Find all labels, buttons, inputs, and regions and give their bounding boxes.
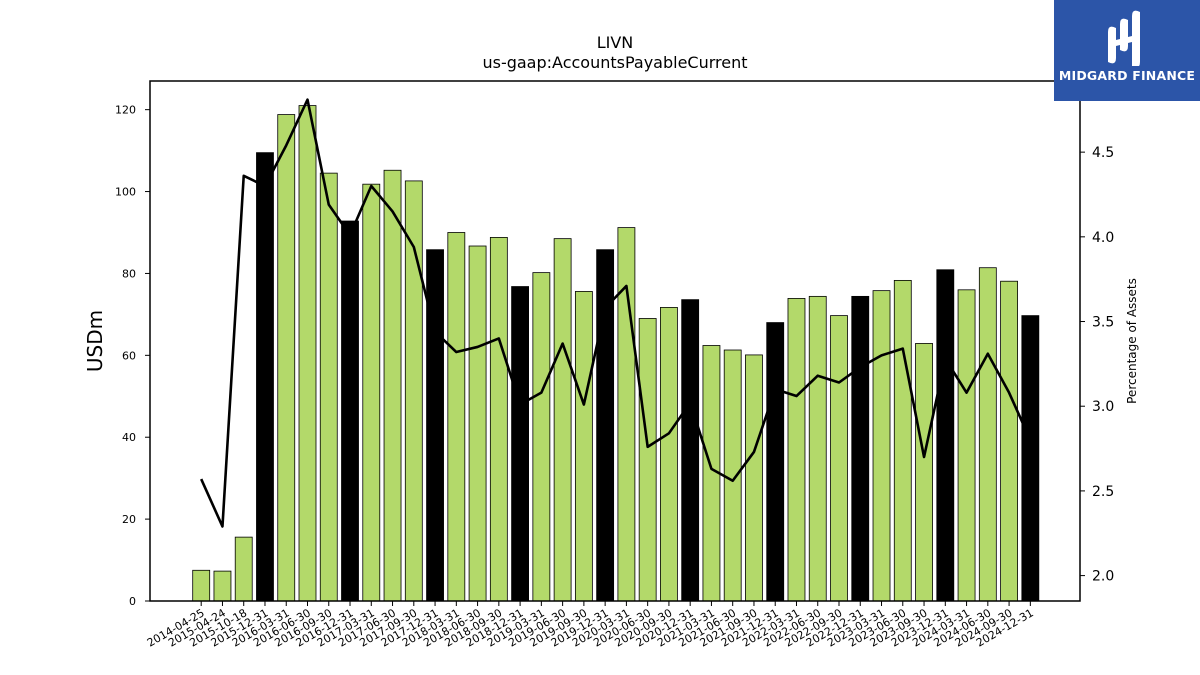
y-tick-label: 60 [122,349,136,362]
y2-tick-label: 4.0 [1092,230,1114,246]
bar-2020-12-31 [681,299,700,602]
bar-2020-06-30 [638,318,657,602]
y-tick-label: 20 [122,513,136,526]
bar-2016-12-31 [341,220,359,602]
bar-2015-12-31 [256,152,274,602]
bar-2015-04-24 [213,570,232,602]
bar-2018-06-30 [468,245,487,602]
bar-2023-12-31 [936,269,955,602]
bar-2024-03-31 [957,289,976,602]
bar-2015-10-18 [234,536,253,602]
y2-tick-label: 2.5 [1092,484,1114,500]
logo-text: MIDGARD FINANCE [1058,68,1196,83]
bar-2017-12-31 [426,249,444,602]
y-tick-label: 40 [122,431,136,444]
bar-2022-09-30 [830,315,848,602]
midgard-logo-icon [1108,10,1140,66]
bar-2023-09-30 [915,343,933,602]
bar-2022-06-30 [808,295,827,602]
y2-tick-label: 3.5 [1092,315,1114,331]
y-tick-label: 80 [122,267,136,280]
y-tick-label: 120 [115,104,136,117]
y2-axis-label: Percentage of Assets [1125,278,1139,404]
y-axis-left: 0 20 40 60 80 100 120 [115,104,150,608]
bar-2019-09-30 [574,291,593,602]
bar-2018-03-31 [447,232,466,602]
chart-subtitle: us-gaap:AccountsPayableCurrent [482,53,747,72]
y-tick-label: 100 [115,186,136,199]
bar-2017-03-31 [362,183,381,602]
bar-2017-06-30 [383,169,402,602]
percentage-line [200,98,1032,528]
bar-2022-12-31 [851,295,870,602]
bar-2020-03-31 [617,227,636,602]
bar-2021-06-30 [723,349,742,602]
bar-2019-03-31 [532,272,551,602]
bar-2024-06-30 [978,267,997,602]
bar-2016-03-31 [277,114,296,602]
bar-2022-03-31 [787,298,806,602]
plot-frame [149,80,1081,602]
bar-2014-04-25 [192,569,211,602]
line-group [200,98,1032,528]
y2-tick-label: 4.5 [1092,145,1114,161]
bar-2016-06-30 [298,105,317,602]
bar-2023-03-31 [872,290,891,602]
bar-2018-09-30 [489,237,508,602]
bar-2018-12-31 [511,286,530,602]
bar-2024-12-31 [1021,315,1040,602]
bar-2021-09-30 [745,354,763,602]
bar-2024-09-30 [1000,280,1018,602]
bar-2016-09-30 [319,172,338,602]
bars-group [192,105,1040,602]
bar-2017-09-30 [404,180,423,602]
y-axis-label: USDm [83,310,107,372]
bar-2021-12-31 [766,322,785,602]
chart-title: LIVN [597,33,634,52]
x-axis: 2014-04-252015-04-242015-10-182015-12-31… [145,601,1036,650]
y-axis-right: 2.0 2.5 3.0 3.5 4.0 4.5 [1080,145,1114,585]
y2-tick-label: 2.0 [1092,569,1114,585]
y2-tick-label: 3.0 [1092,399,1114,415]
y-tick-label: 0 [129,595,136,608]
bar-2020-09-30 [660,307,678,602]
bar-2023-06-30 [893,279,912,602]
midgard-finance-logo: MIDGARD FINANCE [1054,0,1200,101]
bar-2019-06-30 [553,238,572,602]
